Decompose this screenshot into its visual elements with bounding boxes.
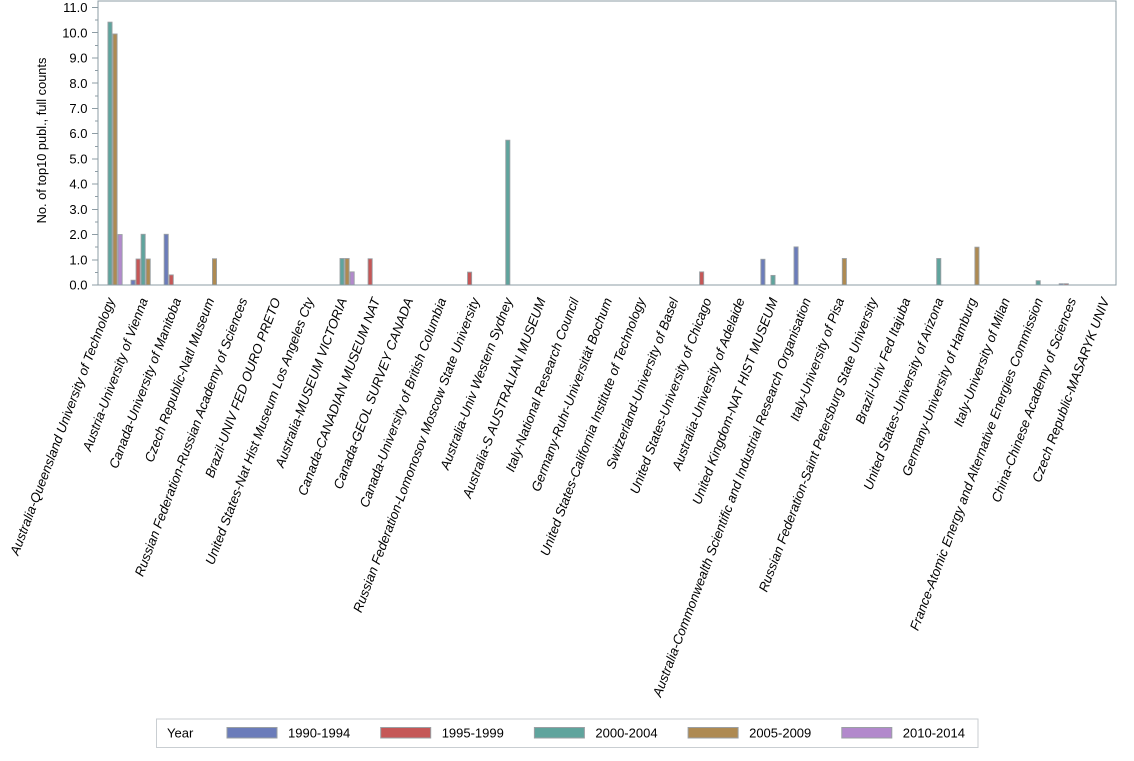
svg-text:11.0: 11.0: [63, 0, 87, 15]
svg-text:Year: Year: [167, 726, 194, 741]
svg-text:1.0: 1.0: [69, 252, 87, 267]
svg-text:3.0: 3.0: [69, 202, 87, 217]
svg-text:7.0: 7.0: [69, 101, 87, 116]
svg-text:2.0: 2.0: [69, 227, 87, 242]
svg-text:6.0: 6.0: [69, 126, 87, 141]
svg-text:2005-2009: 2005-2009: [749, 726, 811, 741]
svg-text:No. of top10 publ., full count: No. of top10 publ., full counts: [34, 58, 49, 224]
svg-text:4.0: 4.0: [69, 177, 87, 192]
svg-text:2000-2004: 2000-2004: [595, 726, 657, 741]
svg-text:2010-2014: 2010-2014: [903, 726, 965, 741]
svg-text:1995-1999: 1995-1999: [442, 726, 504, 741]
svg-text:1990-1994: 1990-1994: [288, 726, 350, 741]
svg-text:5.0: 5.0: [69, 151, 87, 166]
svg-text:0.0: 0.0: [69, 278, 87, 293]
svg-text:10.0: 10.0: [62, 25, 87, 40]
svg-text:8.0: 8.0: [69, 76, 87, 91]
svg-text:9.0: 9.0: [69, 51, 87, 66]
